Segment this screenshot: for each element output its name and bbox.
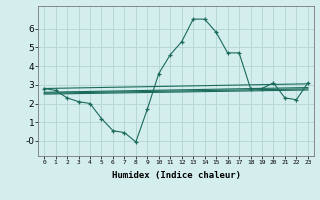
- X-axis label: Humidex (Indice chaleur): Humidex (Indice chaleur): [111, 171, 241, 180]
